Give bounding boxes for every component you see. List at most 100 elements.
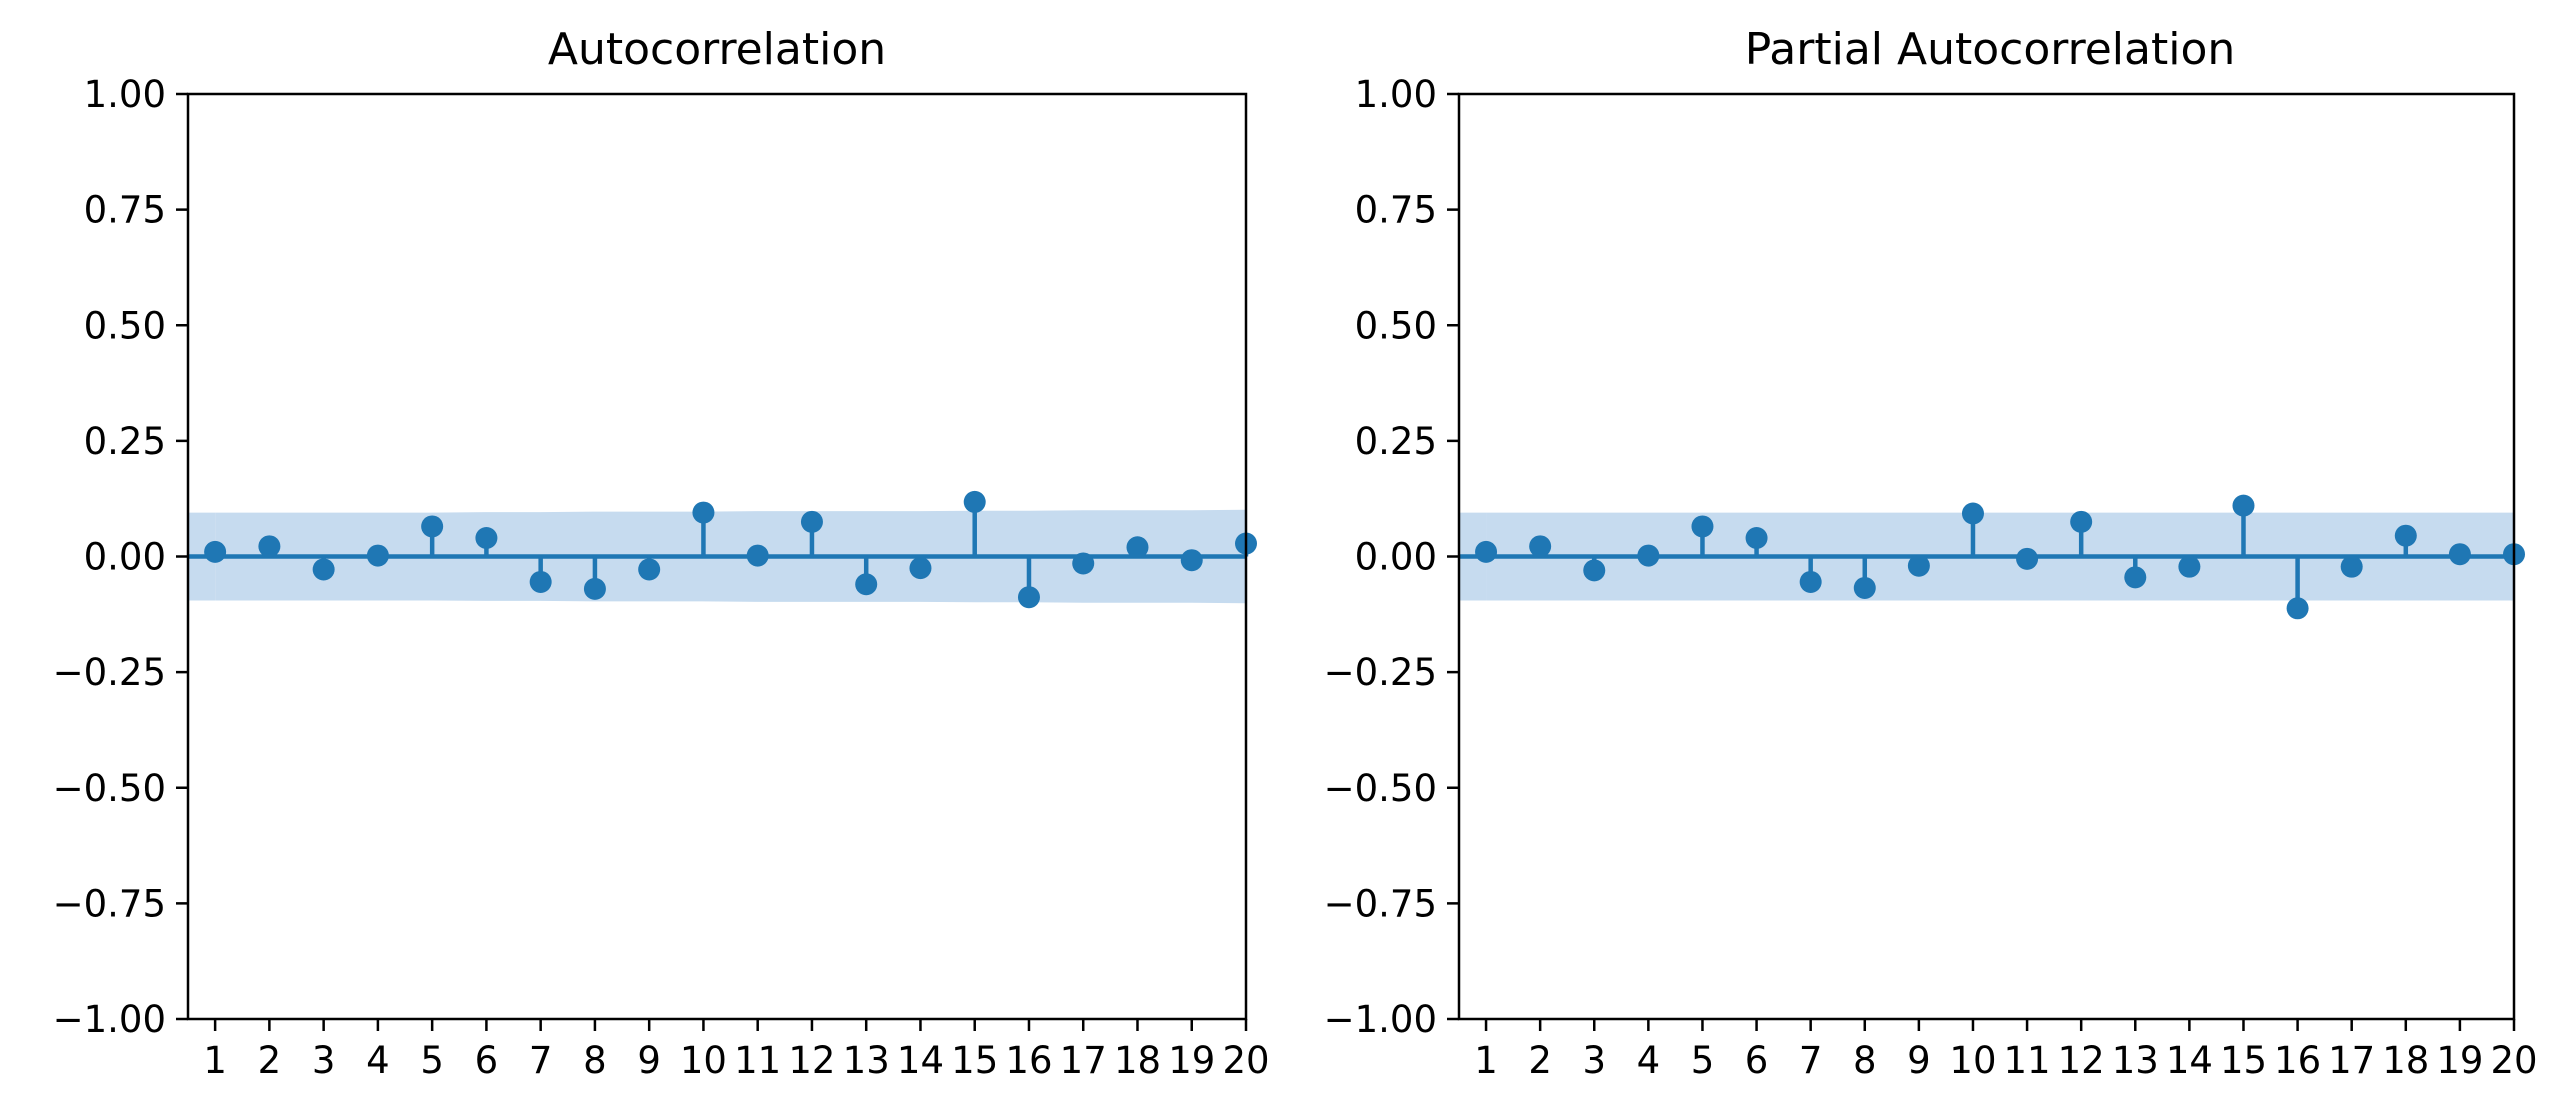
- pacf-xtick-label: 15: [2220, 1039, 2267, 1082]
- pacf-point: [2124, 566, 2147, 589]
- pacf-point: [2232, 494, 2255, 517]
- pacf-xtick-label: 2: [1528, 1039, 1552, 1082]
- pacf-xtick-label: 19: [2436, 1039, 2483, 1082]
- pacf-point: [1583, 559, 1606, 582]
- pacf-point: [2448, 543, 2471, 566]
- pacf-xtick-label: 14: [2166, 1039, 2213, 1082]
- acf-point: [746, 544, 769, 567]
- pacf-xtick-label: 4: [1637, 1039, 1661, 1082]
- pacf-ytick-label: 0.75: [1355, 189, 1437, 232]
- acf-xtick-label: 8: [583, 1039, 607, 1082]
- acf-point: [1017, 586, 1040, 609]
- pacf-ytick-label: −0.25: [1324, 651, 1437, 694]
- pacf-xtick-label: 18: [2382, 1039, 2429, 1082]
- pacf-point: [2340, 555, 2363, 578]
- pacf-xtick-label: 5: [1691, 1039, 1715, 1082]
- pacf-xtick-label: 13: [2112, 1039, 2159, 1082]
- acf-ytick-label: 0.00: [84, 536, 166, 579]
- acf-xtick-label: 16: [1005, 1039, 1052, 1082]
- acf-xtick-label: 13: [843, 1039, 890, 1082]
- acf-point: [366, 544, 389, 567]
- acf-xtick-label: 17: [1060, 1039, 1107, 1082]
- pacf-xtick-label: 6: [1745, 1039, 1769, 1082]
- pacf-xtick-label: 3: [1582, 1039, 1606, 1082]
- pacf-point: [1907, 554, 1930, 577]
- acf-point: [1126, 536, 1149, 559]
- acf-point: [855, 573, 878, 596]
- acf-xtick-label: 10: [680, 1039, 727, 1082]
- acf-point: [475, 527, 498, 549]
- acf-ytick-label: 1.00: [84, 73, 166, 116]
- acf-xtick-label: 6: [475, 1039, 499, 1082]
- pacf-panel: Partial Autocorrelation 1.00 0.75 0.50 0.25…: [1324, 24, 2538, 1082]
- acf-ytick-label: 0.25: [84, 420, 166, 463]
- acf-point: [1180, 549, 1203, 572]
- acf-xtick-label: 3: [312, 1039, 336, 1082]
- acf-point: [529, 570, 552, 593]
- acf-ytick-label: 0.75: [84, 189, 166, 232]
- pacf-point: [1853, 576, 1876, 599]
- acf-xtick-label: 18: [1114, 1039, 1161, 1082]
- pacf-point: [1529, 535, 1552, 558]
- acf-point: [258, 535, 281, 558]
- acf-title: Autocorrelation: [548, 24, 886, 75]
- pacf-xtick-label: 1: [1474, 1039, 1498, 1082]
- pacf-point: [2016, 547, 2039, 570]
- pacf-xtick-label: 20: [2490, 1039, 2537, 1082]
- acf-point: [963, 490, 986, 513]
- pacf-point: [2070, 510, 2093, 533]
- pacf-point: [1961, 502, 1984, 525]
- acf-xtick-label: 9: [637, 1039, 661, 1082]
- pacf-xtick-label: 16: [2274, 1039, 2321, 1082]
- acf-xtick-label: 19: [1168, 1039, 1215, 1082]
- pacf-ytick-label: −0.75: [1324, 882, 1437, 925]
- acf-xtick-label: 2: [258, 1039, 282, 1082]
- pacf-point: [2178, 555, 2201, 578]
- acf-point: [638, 558, 661, 581]
- acf-xtick-label: 12: [788, 1039, 835, 1082]
- pacf-point: [1637, 544, 1660, 567]
- pacf-point: [1691, 515, 1714, 538]
- pacf-xtick-label: 10: [1949, 1039, 1996, 1082]
- acf-ytick-label: −0.25: [53, 651, 166, 694]
- pacf-xtick-label: 12: [2058, 1039, 2105, 1082]
- pacf-point: [1475, 540, 1498, 563]
- acf-xtick-label: 11: [734, 1039, 781, 1082]
- acf-point: [204, 540, 227, 563]
- acf-point: [692, 501, 715, 524]
- acf-xtick-label: 14: [897, 1039, 944, 1082]
- acf-point: [312, 558, 335, 581]
- acf-ytick-label: −0.75: [53, 882, 166, 925]
- acf-point: [800, 510, 823, 533]
- acf-xtick-label: 5: [420, 1039, 444, 1082]
- pacf-xtick-label: 9: [1907, 1039, 1931, 1082]
- pacf-point: [2286, 597, 2309, 620]
- acf-point: [909, 557, 932, 580]
- pacf-xtick-label: 11: [2004, 1039, 2051, 1082]
- acf-point: [583, 577, 606, 600]
- acf-point: [1072, 552, 1095, 575]
- acf-ytick-label: −0.50: [53, 767, 166, 810]
- acf-xtick-label: 20: [1222, 1039, 1269, 1082]
- acf-point: [421, 515, 444, 538]
- acf-xtick-label: 7: [529, 1039, 553, 1082]
- pacf-ytick-label: −0.50: [1324, 767, 1437, 810]
- pacf-xtick-label: 8: [1853, 1039, 1877, 1082]
- acf-panel: Autocorrelation 1.00 0.75 0.50 0.25 0.00 −0.2…: [53, 24, 1270, 1082]
- acf-xtick-label: 15: [951, 1039, 998, 1082]
- pacf-title: Partial Autocorrelation: [1745, 24, 2236, 75]
- acf-ytick-label: 0.50: [84, 304, 166, 347]
- pacf-point: [2394, 524, 2417, 547]
- pacf-point: [1799, 570, 1822, 593]
- pacf-point: [1745, 527, 1768, 549]
- pacf-ytick-label: −1.00: [1324, 998, 1437, 1041]
- pacf-ytick-label: 0.50: [1355, 304, 1437, 347]
- pacf-xtick-label: 17: [2328, 1039, 2375, 1082]
- pacf-ytick-label: 0.00: [1355, 536, 1437, 579]
- pacf-xtick-label: 7: [1799, 1039, 1823, 1082]
- pacf-ytick-label: 0.25: [1355, 420, 1437, 463]
- acf-xtick-label: 1: [203, 1039, 227, 1082]
- acf-ytick-label: −1.00: [53, 998, 166, 1041]
